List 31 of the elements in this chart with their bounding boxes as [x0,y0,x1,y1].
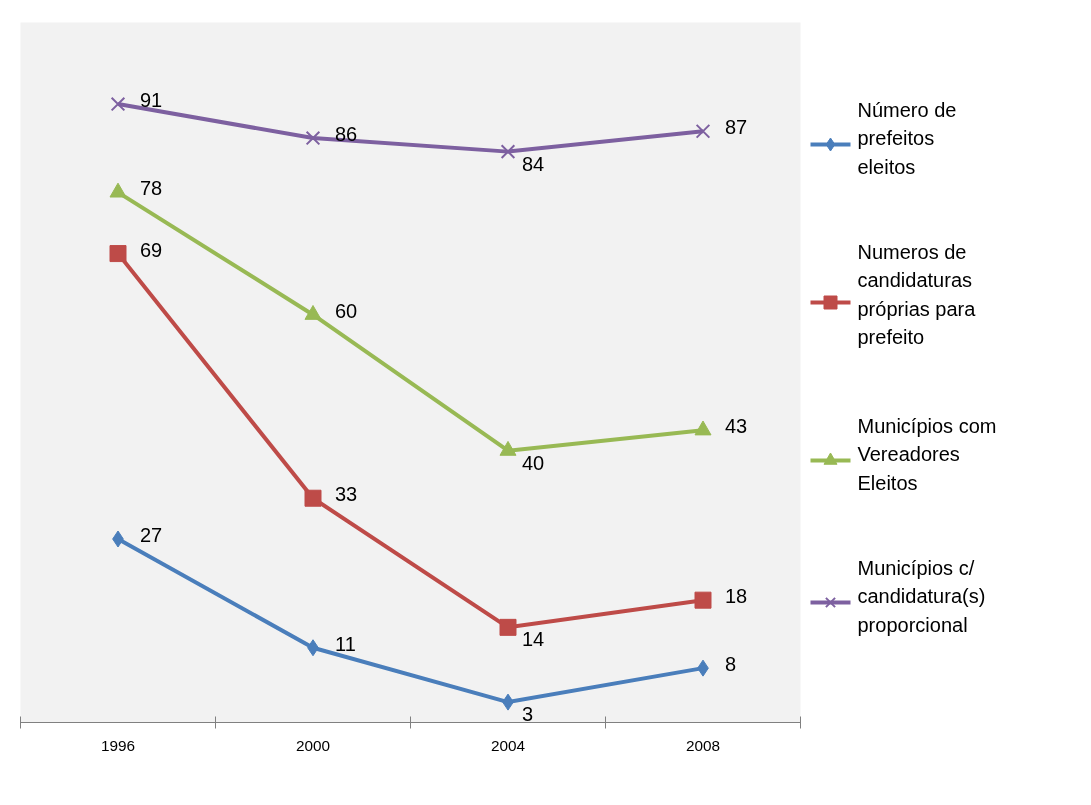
x-tick-label: 2008 [685,736,721,754]
data-label: 33 [335,483,358,506]
data-label: 8 [725,653,737,676]
data-label: 18 [725,585,748,608]
x-tick-label: 2000 [295,736,331,754]
data-label: 14 [522,628,545,651]
data-label: 40 [522,451,545,474]
point [695,123,711,139]
data-label: 84 [522,152,545,175]
data-label: 78 [140,177,163,200]
point [500,144,516,159]
data-label: 60 [335,299,358,322]
point [110,96,126,112]
point [694,591,712,609]
data-label: 91 [140,89,163,112]
data-label: 43 [725,415,748,438]
legend-label: Municípios com Vereadores Eleitos [857,414,997,494]
data-label: 11 [335,632,356,655]
legend-label: Numeros de candidaturas próprias para prefeito [857,240,977,349]
data-label: 69 [140,238,163,261]
legend-label: Municípios c/ candidatura(s) proporcional [857,556,986,636]
x-tick-label: 2004 [490,736,526,754]
point [305,130,321,146]
point [304,489,322,507]
data-label: 27 [140,524,163,546]
x-tick-label: 1996 [100,736,136,754]
point [109,245,127,263]
data-label: 3 [522,703,534,726]
data-label: 87 [725,116,748,139]
point [499,618,517,636]
legend-label: Número de prefeitos eleitos [857,98,957,178]
